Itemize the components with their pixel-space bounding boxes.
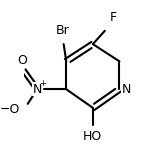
Text: Br: Br xyxy=(55,24,69,38)
Text: +: + xyxy=(39,80,46,89)
Text: −O: −O xyxy=(0,103,20,116)
Text: O: O xyxy=(18,54,27,67)
Text: N: N xyxy=(32,83,42,96)
Text: N: N xyxy=(122,83,131,96)
Text: HO: HO xyxy=(83,130,103,143)
Text: F: F xyxy=(110,11,117,24)
